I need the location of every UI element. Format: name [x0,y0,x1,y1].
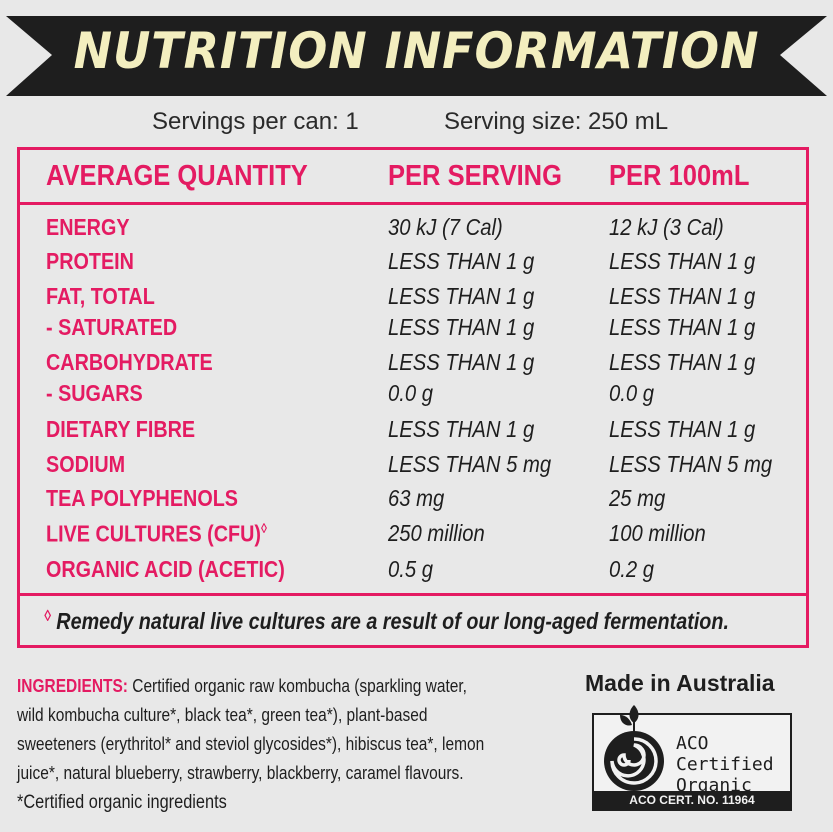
table-row: CARBOHYDRATE LESS THAN 1 g LESS THAN 1 g [20,349,806,381]
table-row: - SATURATED LESS THAN 1 g LESS THAN 1 g [20,314,806,346]
header-per-serving: PER SERVING [388,160,562,192]
per-100ml-value: LESS THAN 1 g [609,283,756,309]
per-serving-value: 63 mg [388,485,445,511]
per-100ml-value: LESS THAN 1 g [609,416,756,442]
ingredients-line: juice*, natural blueberry, strawberry, b… [17,763,464,783]
per-100ml-value: LESS THAN 5 mg [609,451,773,477]
per-serving-value: 0.0 g [388,380,434,406]
per-100ml-value: LESS THAN 1 g [609,314,756,340]
page-title: NUTRITION INFORMATION [73,22,760,80]
title-banner: NUTRITION INFORMATION [0,8,833,102]
footnote-text: Remedy natural live cultures are a resul… [56,608,729,634]
table-row: ORGANIC ACID (ACETIC) 0.5 g 0.2 g [20,556,806,588]
table-row: DIETARY FIBRE LESS THAN 1 g LESS THAN 1 … [20,416,806,448]
table-header: AVERAGE QUANTITY PER SERVING PER 100mL [20,150,806,205]
ingredients-line: sweeteners (erythritol* and steviol glyc… [17,734,485,754]
nutrient-name: TEA POLYPHENOLS [46,485,238,511]
per-100ml-value: 25 mg [609,485,666,511]
made-in-australia: Made in Australia [585,670,775,696]
per-serving-value: LESS THAN 5 mg [388,451,552,477]
nutrient-name: ENERGY [46,214,130,240]
per-100ml-value: 12 kJ (3 Cal) [609,214,724,240]
per-serving-value: LESS THAN 1 g [388,283,535,309]
ingredients-text: Certified organic raw kombucha (sparklin… [132,676,467,696]
per-serving-value: 30 kJ (7 Cal) [388,214,503,240]
nutrient-name: - SUGARS [46,380,143,406]
nutrient-name: LIVE CULTURES (CFU)◊ [46,520,267,548]
ingredients-block: INGREDIENTS: Certified organic raw kombu… [17,672,587,788]
per-100ml-value: 0.0 g [609,380,655,406]
per-100ml-value: LESS THAN 1 g [609,248,756,274]
per-100ml-value: 100 million [609,520,706,546]
nutrient-name: ORGANIC ACID (ACETIC) [46,556,285,582]
per-100ml-value: LESS THAN 1 g [609,349,756,375]
aco-bud-logo-icon [604,705,664,791]
footnote-mark: ◊ [261,520,267,536]
header-quantity: AVERAGE QUANTITY [46,160,308,192]
footnote-mark: ◊ [44,608,51,625]
aco-text: ACO Certified Organic [676,733,774,796]
nutrient-name: DIETARY FIBRE [46,416,196,442]
aco-certification-badge: ACO Certified Organic ACO CERT. NO. 1196… [592,703,792,815]
nutrient-name: CARBOHYDRATE [46,349,213,375]
table-row: PROTEIN LESS THAN 1 g LESS THAN 1 g [20,248,806,280]
serving-info: Servings per can: 1 Serving size: 250 mL [0,106,833,140]
table-row: - SUGARS 0.0 g 0.0 g [20,380,806,412]
table-row: LIVE CULTURES (CFU)◊ 250 million 100 mil… [20,520,806,552]
nutrient-name: SODIUM [46,451,126,477]
nutrition-table: AVERAGE QUANTITY PER SERVING PER 100mL E… [17,147,809,648]
aco-line-3: Organic [676,775,752,796]
aco-line-2: Certified [676,754,774,775]
nutrient-name: PROTEIN [46,248,134,274]
table-row: FAT, TOTAL LESS THAN 1 g LESS THAN 1 g [20,283,806,315]
per-serving-value: LESS THAN 1 g [388,349,535,375]
ingredients-line: wild kombucha culture*, black tea*, gree… [17,705,428,725]
per-serving-value: 0.5 g [388,556,434,582]
table-row: ENERGY 30 kJ (7 Cal) 12 kJ (3 Cal) [20,214,806,246]
per-serving-value: 250 million [388,520,485,546]
per-serving-value: LESS THAN 1 g [388,248,535,274]
serving-size: Serving size: 250 mL [444,108,669,135]
table-row: SODIUM LESS THAN 5 mg LESS THAN 5 mg [20,451,806,483]
servings-per-can: Servings per can: 1 [152,108,359,135]
per-serving-value: LESS THAN 1 g [388,314,535,340]
footnote: ◊ Remedy natural live cultures are a res… [44,608,729,635]
nutrient-name-text: LIVE CULTURES (CFU) [46,520,262,547]
ingredients-label: INGREDIENTS: [17,676,128,696]
banner-ribbon-shape [6,16,827,96]
per-serving-value: LESS THAN 1 g [388,416,535,442]
table-row: TEA POLYPHENOLS 63 mg 25 mg [20,485,806,517]
ingredients-line: INGREDIENTS: Certified organic raw kombu… [17,672,507,701]
per-100ml-value: 0.2 g [609,556,655,582]
nutrient-name: - SATURATED [46,314,178,340]
aco-line-1: ACO [676,733,709,754]
certified-organic-note: *Certified organic ingredients [17,792,227,813]
nutrient-name: FAT, TOTAL [46,283,155,309]
header-per-100ml: PER 100mL [609,160,750,192]
aco-cert-number: ACO CERT. NO. 11964 [594,791,790,809]
footnote-section: ◊ Remedy natural live cultures are a res… [20,593,806,648]
